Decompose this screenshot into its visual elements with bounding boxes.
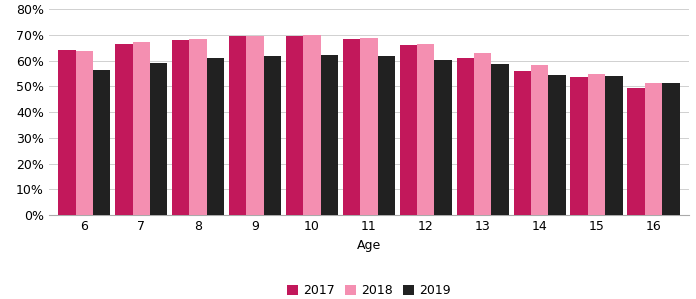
Bar <box>571 77 588 215</box>
Bar <box>588 74 606 215</box>
Legend: 2017, 2018, 2019: 2017, 2018, 2019 <box>282 279 456 299</box>
Bar <box>207 58 224 215</box>
Bar <box>474 53 491 215</box>
Bar <box>76 51 93 215</box>
Bar <box>150 63 167 215</box>
Bar <box>132 42 150 215</box>
Bar <box>264 56 281 215</box>
Bar <box>434 60 452 215</box>
Bar <box>514 71 531 215</box>
Bar <box>172 40 189 215</box>
Bar <box>286 36 303 215</box>
Bar <box>343 39 361 215</box>
Bar <box>662 83 679 215</box>
Bar <box>644 83 662 215</box>
Bar <box>457 58 474 215</box>
Bar <box>115 44 132 215</box>
Bar <box>189 39 207 215</box>
Bar <box>531 65 548 215</box>
Bar <box>93 70 111 215</box>
Bar <box>321 55 338 215</box>
Bar <box>548 75 566 215</box>
Bar <box>417 44 434 215</box>
Bar <box>606 76 623 215</box>
Bar <box>627 88 644 215</box>
Bar <box>229 36 246 215</box>
Bar <box>303 35 321 215</box>
Bar <box>377 56 395 215</box>
Bar <box>361 38 377 215</box>
Bar <box>491 64 509 215</box>
Bar <box>400 45 417 215</box>
X-axis label: Age: Age <box>357 239 381 252</box>
Bar <box>58 50 76 215</box>
Bar <box>246 36 264 215</box>
